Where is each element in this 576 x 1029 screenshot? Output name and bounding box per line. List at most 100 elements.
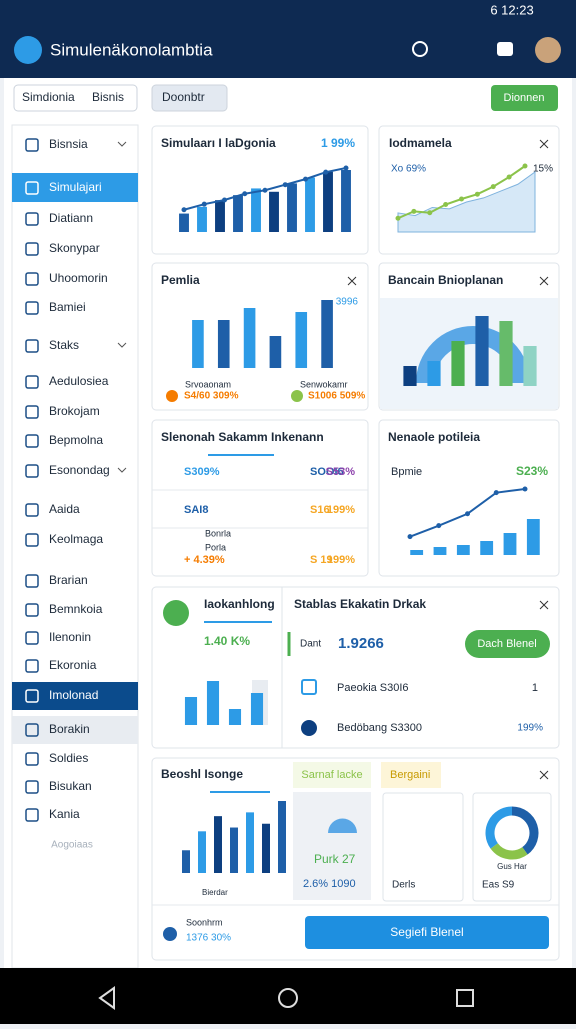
line-point: [522, 486, 528, 492]
label: Paeokia S30I6: [337, 682, 409, 694]
bar: [503, 533, 517, 555]
action-button[interactable]: [465, 630, 550, 658]
nav-item-active[interactable]: [12, 173, 138, 202]
label: Sarnaf lacke: [301, 769, 362, 781]
close-icon[interactable]: [539, 276, 549, 286]
chevron[interactable]: [117, 141, 127, 147]
label: Skonypar: [49, 241, 100, 255]
label: Bepmolna: [49, 433, 103, 447]
label: S309%: [184, 466, 220, 478]
bar: [480, 541, 494, 555]
label: Staks: [49, 338, 79, 352]
close-icon[interactable]: [347, 276, 357, 286]
line-point: [474, 191, 480, 197]
chevron[interactable]: [117, 467, 127, 473]
line-point: [411, 208, 417, 214]
bar: [427, 361, 441, 386]
line-point: [436, 523, 442, 529]
bar: [243, 308, 256, 368]
label: Xo 69%: [391, 164, 426, 175]
label: Senwokamr: [300, 379, 348, 389]
icon: [301, 720, 317, 736]
label: Ekoronia: [49, 658, 97, 672]
bar: [451, 341, 465, 386]
bar: [269, 191, 279, 232]
label: Aedulosiea: [49, 374, 109, 388]
status-time: 6 12:23: [490, 2, 533, 17]
label: + 4.39%: [184, 554, 225, 566]
label: 3996: [336, 297, 359, 308]
label: Brokojam: [49, 404, 100, 418]
donut-segment: [490, 843, 528, 860]
close-icon[interactable]: [539, 139, 549, 149]
bar: [182, 850, 190, 873]
bar: [251, 188, 261, 232]
chevron[interactable]: [117, 342, 127, 348]
nav-icon: [25, 242, 39, 256]
label: 2.6% 1090: [303, 878, 356, 890]
nav-icon: [25, 659, 39, 673]
nav-icon: [25, 375, 39, 389]
primary-button[interactable]: [491, 85, 558, 111]
donut-segment: [485, 806, 513, 849]
nav-item-hover[interactable]: [12, 716, 138, 744]
line-point: [506, 174, 512, 180]
nav-icon: [25, 181, 39, 195]
bar: [526, 519, 540, 555]
tab[interactable]: [13, 84, 138, 112]
bar: [230, 827, 238, 873]
label: Srvoaonam: [185, 379, 231, 389]
bar: [217, 320, 230, 368]
card: [151, 262, 369, 411]
search-icon[interactable]: [412, 41, 428, 57]
logo: [14, 36, 42, 64]
bar: [321, 300, 333, 368]
label: Bisnsia: [49, 137, 88, 151]
line-point: [201, 201, 207, 207]
bar: [475, 316, 489, 386]
action-button[interactable]: [305, 916, 549, 949]
label: Eas S9: [482, 880, 515, 891]
label: Brarian: [49, 573, 88, 587]
notification-icon[interactable]: [497, 42, 513, 56]
bar: [295, 312, 308, 368]
nav-icon: [25, 301, 39, 315]
bar: [456, 545, 470, 555]
bar: [228, 709, 242, 725]
line-point: [443, 202, 449, 207]
label: Segiefi Blenel: [390, 925, 463, 939]
icon: [163, 600, 189, 626]
label: 1376 30%: [186, 933, 231, 944]
label: Soonhrm: [186, 917, 223, 927]
label: 199%: [327, 554, 355, 566]
recent-button[interactable]: [456, 989, 474, 1007]
close-icon[interactable]: [539, 770, 549, 780]
nav-icon: [25, 689, 39, 703]
nav-icon: [25, 631, 39, 645]
back-button[interactable]: [98, 986, 115, 1010]
bar: [287, 183, 297, 232]
icon: [301, 679, 317, 695]
bar: [184, 697, 198, 725]
close-icon[interactable]: [539, 600, 549, 610]
label: Iaokanhlong: [204, 597, 275, 611]
bar: [179, 213, 189, 232]
line-point: [465, 511, 470, 517]
panel: [382, 792, 464, 902]
icon: [166, 390, 178, 402]
line-point: [262, 187, 268, 193]
label: Stablas Ekakatin Drkak: [294, 597, 426, 611]
nav-icon: [25, 574, 39, 588]
nav-icon: [25, 503, 39, 517]
avatar[interactable]: [535, 37, 561, 63]
label: Bergaini: [390, 769, 430, 781]
label: 1 99%: [321, 136, 355, 150]
home-button[interactable]: [278, 988, 298, 1008]
label: Simulaarı I laDgonia: [161, 136, 276, 150]
bar: [214, 816, 222, 873]
tag: [293, 762, 371, 788]
line-point: [242, 191, 248, 197]
dropdown[interactable]: [151, 84, 228, 112]
nav-item-active[interactable]: [12, 682, 138, 710]
